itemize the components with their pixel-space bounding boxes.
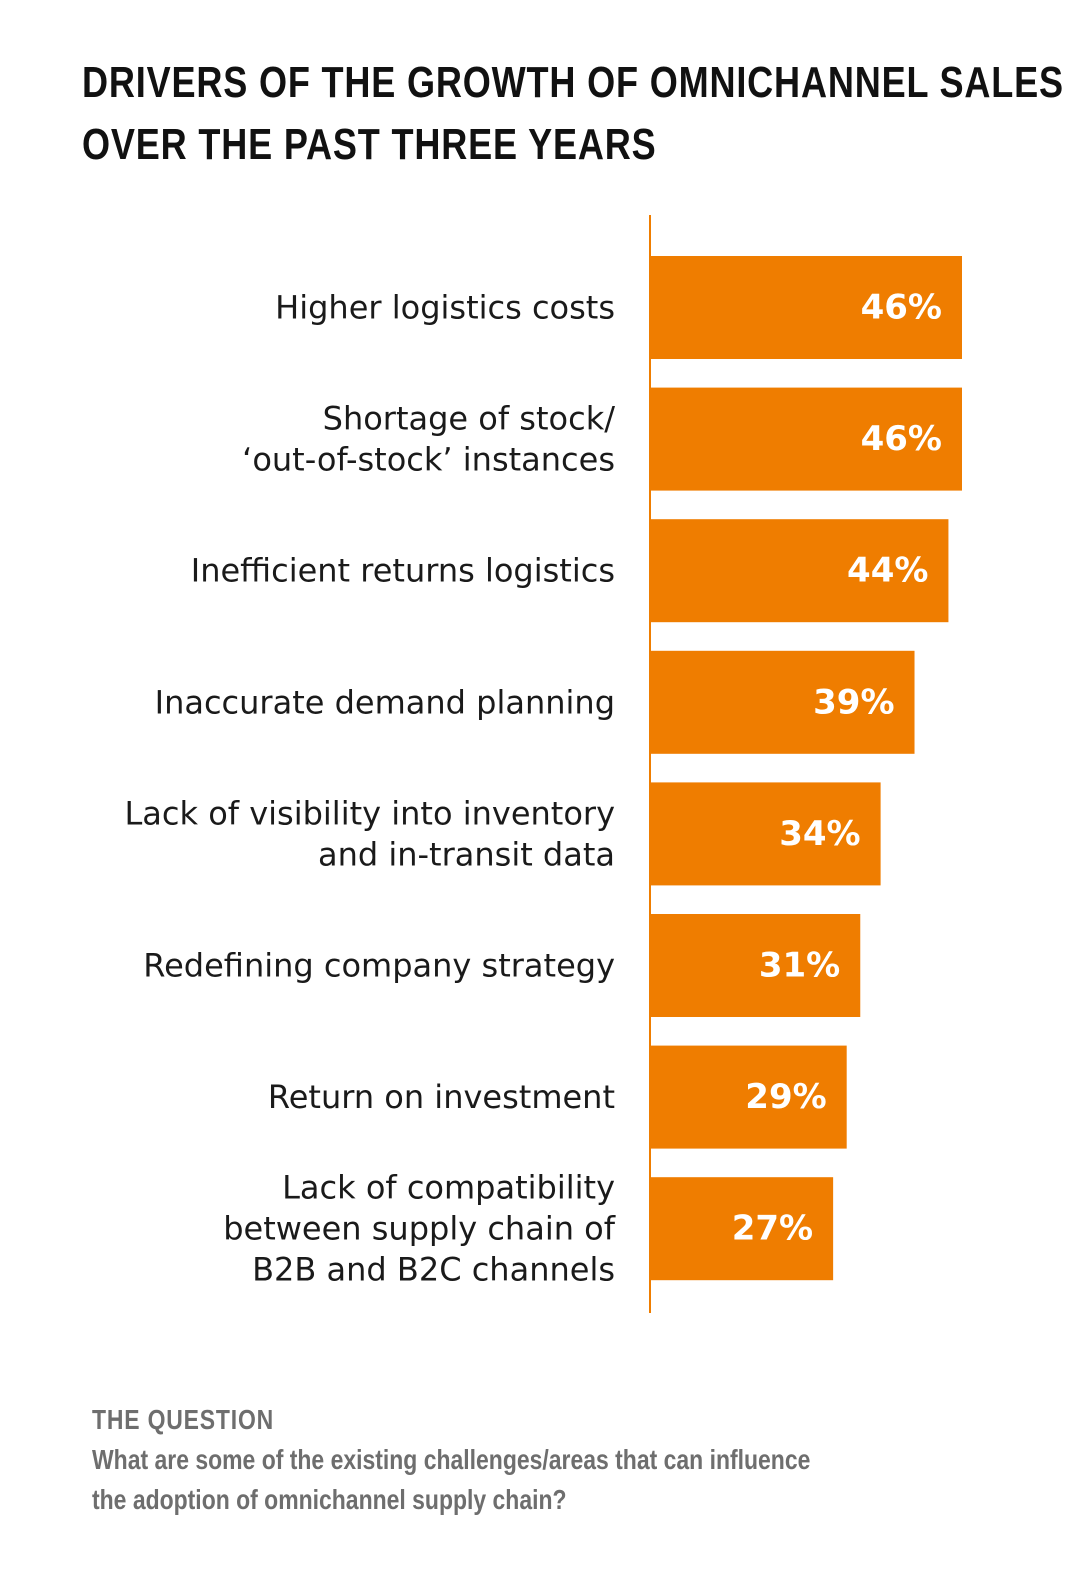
bar — [650, 650, 915, 754]
bar-value-label: 29% — [745, 1077, 826, 1117]
chart-title-line-2: OVER THE PAST THREE YEARS — [82, 120, 657, 169]
category-label-line: ‘out-of-stock’ instances — [242, 441, 615, 479]
category-label-line: Higher logistics costs — [275, 289, 615, 327]
category-label-line: Shortage of stock/ — [323, 400, 616, 438]
bar-value-label: 27% — [732, 1209, 813, 1249]
category-label-line: Return on investment — [268, 1078, 615, 1116]
bar-value-label: 39% — [813, 682, 894, 722]
category-label: Shortage of stock/‘out-of-stock’ instanc… — [242, 400, 615, 479]
bar — [650, 387, 962, 491]
bar — [650, 782, 881, 886]
category-label-line: B2B and B2C channels — [252, 1251, 615, 1289]
bar — [650, 519, 949, 623]
bar — [650, 914, 861, 1017]
category-label-line: Lack of visibility into inventory — [124, 794, 615, 832]
bar — [650, 1177, 834, 1281]
question-text-line-1: What are some of the existing challenges… — [92, 1444, 811, 1475]
bar-value-label: 44% — [847, 551, 928, 591]
category-label: Return on investment — [268, 1078, 615, 1116]
bar — [650, 256, 962, 359]
category-label-line: Inefficient returns logistics — [191, 552, 615, 590]
category-label: Redefining company strategy — [143, 947, 615, 985]
category-label-line: Lack of compatibility — [282, 1169, 615, 1207]
question-heading: THE QUESTION — [92, 1404, 275, 1435]
question-block: THE QUESTION What are some of the existi… — [92, 1400, 912, 1520]
bar-value-label: 31% — [759, 946, 840, 986]
bar-value-label: 46% — [861, 419, 942, 459]
category-label-line: Redefining company strategy — [143, 947, 615, 985]
category-label-line: and in-transit data — [318, 835, 615, 873]
bar-value-label: 46% — [861, 288, 942, 328]
bar-chart: 46% Higher logistics costs 46% Shortage of … — [124, 215, 962, 1313]
category-label: Higher logistics costs — [275, 289, 615, 327]
category-label: Lack of visibility into inventory and in-… — [124, 794, 615, 873]
category-label-line: Inaccurate demand planning — [155, 683, 615, 721]
category-label: Inefficient returns logistics — [191, 552, 615, 590]
category-label: Lack of compatibility between supply chai… — [223, 1169, 616, 1289]
category-label-line: between supply chain of — [223, 1210, 616, 1248]
bar-value-label: 34% — [779, 814, 860, 854]
bar — [650, 1045, 847, 1149]
question-text-line-2: the adoption of omnichannel supply chain… — [92, 1484, 567, 1515]
category-label: Inaccurate demand planning — [155, 683, 615, 721]
